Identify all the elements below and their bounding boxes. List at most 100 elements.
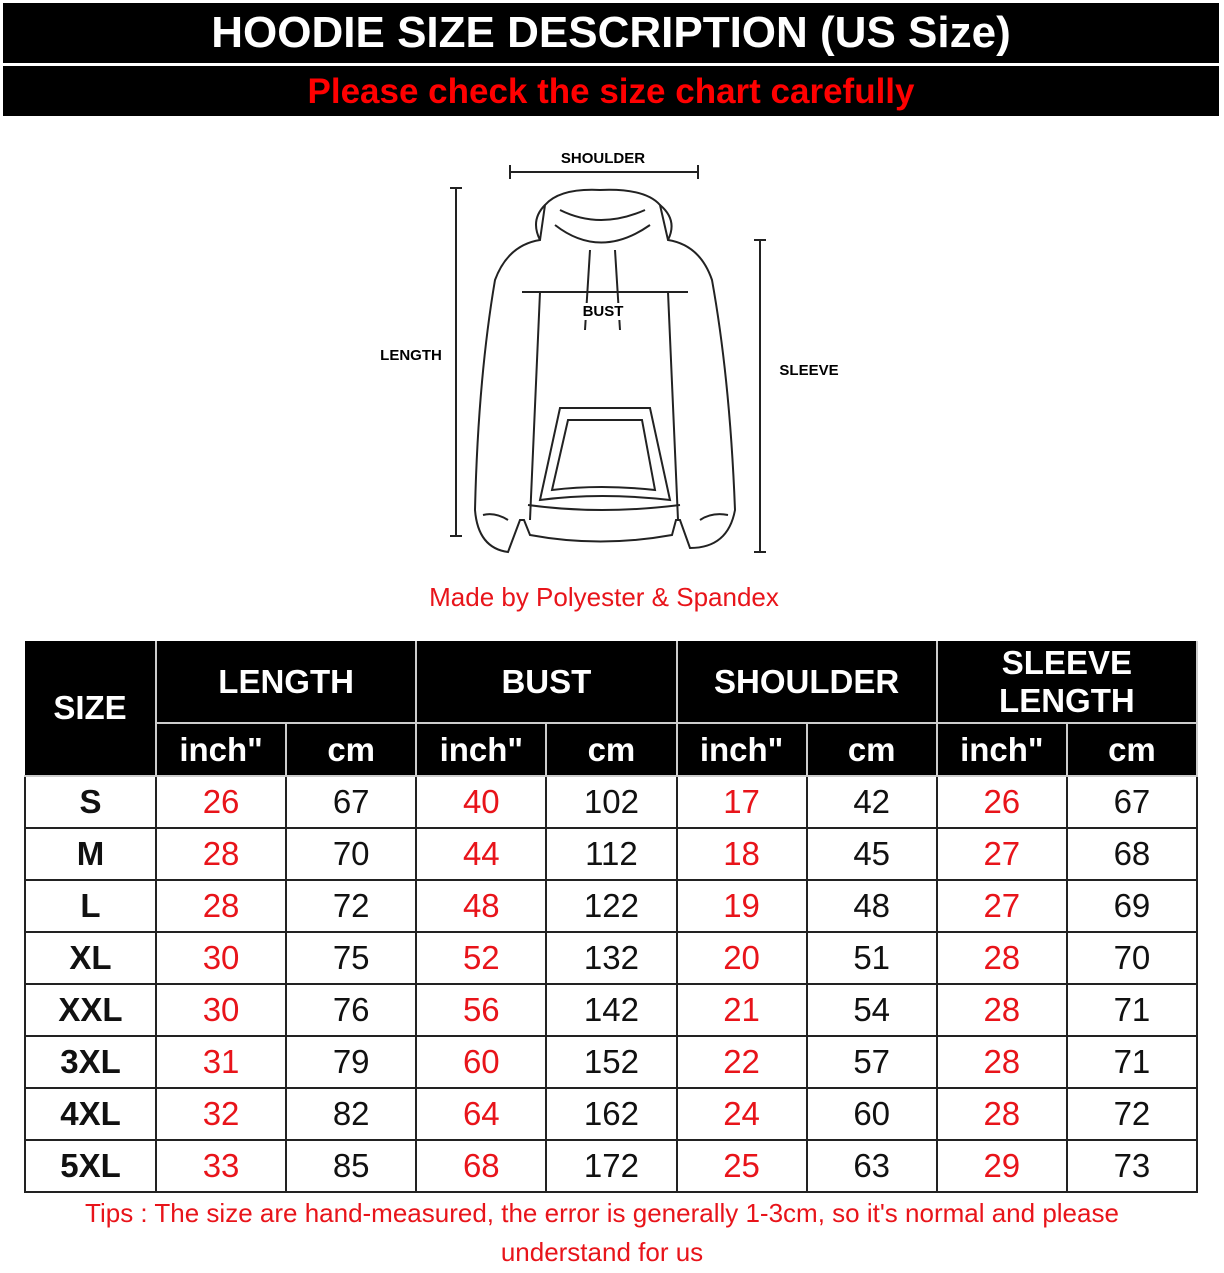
size-cell: 3XL <box>24 1035 157 1089</box>
page-subtitle: Please check the size chart carefully <box>3 66 1219 116</box>
inch-cell: 28 <box>935 1087 1068 1141</box>
inch-cell: 19 <box>675 879 808 933</box>
cm-cell: 71 <box>1065 983 1199 1037</box>
cm-cell: 162 <box>545 1087 678 1141</box>
table-row: XXL 30 76 56 142 21 54 28 71 <box>24 983 1199 1037</box>
cm-cell: 82 <box>285 1087 418 1141</box>
page-title: HOODIE SIZE DESCRIPTION (US Size) <box>3 3 1219 63</box>
cm-cell: 60 <box>805 1087 938 1141</box>
cm-cell: 112 <box>545 827 678 881</box>
cm-cell: 68 <box>1065 827 1199 881</box>
size-cell: M <box>24 827 157 881</box>
cm-cell: 73 <box>1065 1139 1199 1193</box>
size-table: SIZE LENGTH BUST SHOULDER SLEEVE LENGTH … <box>24 641 1199 1193</box>
inch-cell: 33 <box>154 1139 288 1193</box>
cm-cell: 67 <box>1065 775 1199 829</box>
unit-inch: inch" <box>935 723 1068 777</box>
table-row: L 28 72 48 122 19 48 27 69 <box>24 879 1199 933</box>
inch-cell: 28 <box>935 1035 1068 1089</box>
inch-cell: 26 <box>935 775 1068 829</box>
inch-cell: 30 <box>154 983 288 1037</box>
size-cell: XXL <box>24 983 157 1037</box>
cm-cell: 72 <box>285 879 418 933</box>
group-header-length: LENGTH <box>154 641 418 724</box>
sleeve-measure-line <box>754 239 766 553</box>
table-row: 4XL 32 82 64 162 24 60 28 72 <box>24 1087 1199 1141</box>
cm-cell: 76 <box>285 983 418 1037</box>
inch-cell: 27 <box>935 827 1068 881</box>
inch-cell: 26 <box>154 775 288 829</box>
table-row: S 26 67 40 102 17 42 26 67 <box>24 775 1199 829</box>
cm-cell: 72 <box>1065 1087 1199 1141</box>
cm-cell: 48 <box>805 879 938 933</box>
cm-cell: 75 <box>285 931 418 985</box>
cm-cell: 63 <box>805 1139 938 1193</box>
shoulder-label: SHOULDER <box>560 150 646 167</box>
cm-cell: 79 <box>285 1035 418 1089</box>
table-row: 5XL 33 85 68 172 25 63 29 73 <box>24 1139 1199 1193</box>
hoodie-diagram <box>450 165 766 554</box>
inch-cell: 30 <box>154 931 288 985</box>
cm-cell: 42 <box>805 775 938 829</box>
group-header-bust: BUST <box>415 641 678 724</box>
inch-cell: 68 <box>415 1139 548 1193</box>
inch-cell: 52 <box>415 931 548 985</box>
inch-cell: 48 <box>415 879 548 933</box>
inch-cell: 31 <box>154 1035 288 1089</box>
inch-cell: 40 <box>415 775 548 829</box>
inch-cell: 28 <box>154 827 288 881</box>
length-measure-line <box>450 187 462 537</box>
cm-cell: 172 <box>545 1139 678 1193</box>
inch-cell: 56 <box>415 983 548 1037</box>
cm-cell: 51 <box>805 931 938 985</box>
inch-cell: 29 <box>935 1139 1068 1193</box>
cm-cell: 57 <box>805 1035 938 1089</box>
inch-cell: 25 <box>675 1139 808 1193</box>
size-cell: XL <box>24 931 157 985</box>
cm-cell: 142 <box>545 983 678 1037</box>
cm-cell: 45 <box>805 827 938 881</box>
material-note: Made by Polyester & Spandex <box>429 582 779 612</box>
cm-cell: 69 <box>1065 879 1199 933</box>
inch-cell: 28 <box>935 931 1068 985</box>
table-row: XL 30 75 52 132 20 51 28 70 <box>24 931 1199 985</box>
inch-cell: 21 <box>675 983 808 1037</box>
cm-cell: 122 <box>545 879 678 933</box>
bust-label: BUST <box>582 303 624 320</box>
cm-cell: 102 <box>545 775 678 829</box>
group-header-sleeve-length: SLEEVE LENGTH <box>935 641 1199 724</box>
size-cell: S <box>24 775 157 829</box>
length-label: LENGTH <box>380 347 442 364</box>
cm-cell: 152 <box>545 1035 678 1089</box>
unit-inch: inch" <box>675 723 808 777</box>
cm-cell: 70 <box>1065 931 1199 985</box>
sleeve-label: SLEEVE <box>779 362 839 379</box>
table-row: 3XL 31 79 60 152 22 57 28 71 <box>24 1035 1199 1089</box>
cm-cell: 70 <box>285 827 418 881</box>
inch-cell: 44 <box>415 827 548 881</box>
inch-cell: 32 <box>154 1087 288 1141</box>
table-row: M 28 70 44 112 18 45 27 68 <box>24 827 1199 881</box>
inch-cell: 28 <box>935 983 1068 1037</box>
group-header-shoulder: SHOULDER <box>675 641 938 724</box>
unit-cm: cm <box>1065 723 1199 777</box>
hoodie-outline <box>473 188 737 554</box>
inch-cell: 17 <box>675 775 808 829</box>
inch-cell: 20 <box>675 931 808 985</box>
cm-cell: 67 <box>285 775 418 829</box>
size-header: SIZE <box>25 641 157 777</box>
cm-cell: 71 <box>1065 1035 1199 1089</box>
inch-cell: 22 <box>675 1035 808 1089</box>
unit-cm: cm <box>805 723 938 777</box>
inch-cell: 27 <box>935 879 1068 933</box>
cm-cell: 54 <box>805 983 938 1037</box>
inch-cell: 64 <box>415 1087 548 1141</box>
cm-cell: 85 <box>285 1139 418 1193</box>
inch-cell: 60 <box>415 1035 548 1089</box>
unit-cm: cm <box>285 723 418 777</box>
unit-cm: cm <box>545 723 678 777</box>
cm-cell: 132 <box>545 931 678 985</box>
size-cell: 5XL <box>24 1139 157 1193</box>
size-cell: L <box>24 879 157 933</box>
inch-cell: 28 <box>154 879 288 933</box>
